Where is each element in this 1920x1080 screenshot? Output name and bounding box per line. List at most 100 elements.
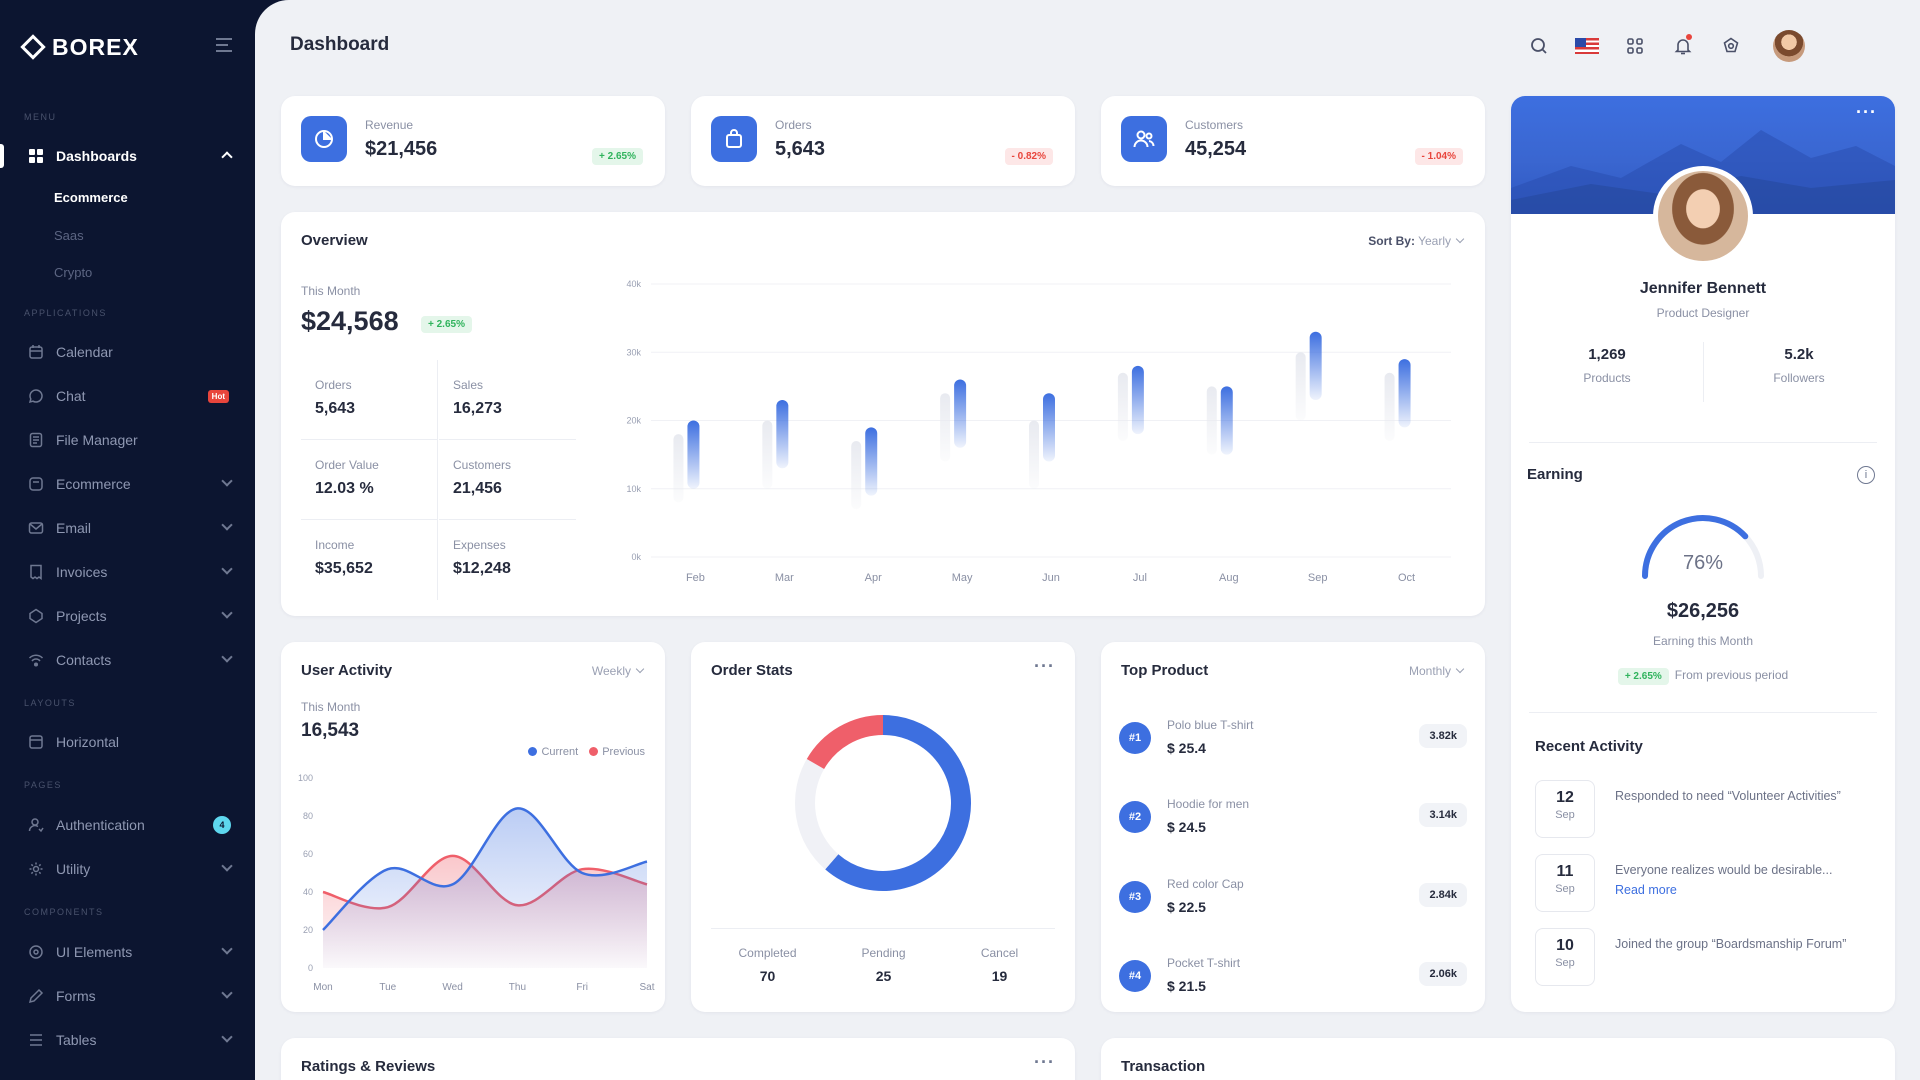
donut-slice-pending[interactable]	[795, 759, 839, 870]
legend-dot-current	[528, 747, 538, 756]
donut-slice-completed[interactable]	[825, 715, 971, 891]
sidebar-item-contacts[interactable]: Contacts	[0, 640, 255, 680]
sidebar-item-ui-elements[interactable]: UI Elements	[0, 932, 255, 972]
bar-secondary[interactable]	[1117, 372, 1128, 441]
notification-dot	[1686, 34, 1692, 40]
bar-primary[interactable]	[1398, 359, 1411, 428]
bar-secondary[interactable]	[673, 434, 684, 503]
search-icon[interactable]	[1525, 28, 1553, 64]
series-line-current[interactable]	[322, 807, 648, 931]
bar-primary[interactable]	[687, 420, 700, 489]
pie-chart-icon	[301, 116, 347, 162]
x-tick-label: Wed	[442, 982, 462, 993]
logo-diamond-icon	[20, 34, 46, 60]
overview-title: Overview	[301, 232, 368, 249]
chevron-down-icon	[221, 651, 233, 663]
more-options-icon[interactable]: ···	[1034, 1052, 1055, 1072]
sidebar-item-projects[interactable]: Projects	[0, 596, 255, 636]
more-options-icon[interactable]: ···	[1856, 102, 1877, 122]
stat-change-badge: + 2.65%	[592, 148, 643, 165]
transaction-card: Transaction	[1101, 1038, 1895, 1080]
x-tick-label: Jun	[1042, 572, 1060, 584]
sidebar-item-tables[interactable]: Tables	[0, 1020, 255, 1060]
y-tick-label: 80	[303, 811, 313, 821]
sidebar-item-file-manager[interactable]: File Manager	[0, 420, 255, 460]
product-price: $ 21.5	[1167, 978, 1206, 994]
sidebar-subitem-crypto[interactable]: Crypto	[54, 265, 93, 280]
more-options-icon[interactable]: ···	[1034, 656, 1055, 676]
bar-secondary[interactable]	[762, 420, 773, 489]
bar-primary[interactable]	[865, 427, 878, 496]
sidebar-item-label: UI Elements	[56, 944, 133, 960]
bar-primary[interactable]	[954, 379, 967, 448]
y-tick-label: 100	[298, 773, 313, 783]
stat-change-badge: - 1.04%	[1414, 148, 1463, 165]
x-tick-label: Feb	[686, 572, 705, 584]
metric-sales: Sales 16,273	[439, 360, 576, 440]
sidebar-subitem-saas[interactable]: Saas	[54, 228, 84, 243]
activity-text: Everyone realizes would be desirable... …	[1615, 863, 1833, 897]
sort-dropdown[interactable]: Sort By: Yearly	[1368, 234, 1463, 248]
metric-order-value: Order Value 12.03 %	[301, 440, 438, 520]
bar-secondary[interactable]	[1384, 372, 1395, 441]
settings-icon[interactable]	[1717, 28, 1745, 64]
bar-secondary[interactable]	[1029, 420, 1039, 489]
bar-secondary[interactable]	[940, 393, 951, 462]
sidebar-subitem-ecommerce[interactable]: Ecommerce	[54, 190, 128, 205]
sidebar-item-horizontal[interactable]: Horizontal	[0, 722, 255, 762]
sidebar-item-label: Forms	[56, 988, 96, 1004]
legend-current: Current	[541, 746, 579, 758]
stat-label: Revenue	[365, 118, 414, 132]
product-item[interactable]: #2 Hoodie for men $ 24.5 3.14k	[1119, 791, 1467, 847]
sidebar-item-email[interactable]: Email	[0, 508, 255, 548]
rank-badge: #4	[1119, 960, 1151, 992]
order-stats-card: Order Stats ··· Completed 70 Pending 25 Ca…	[691, 642, 1075, 1012]
sidebar-toggle-icon[interactable]	[216, 34, 238, 54]
chevron-up-icon	[221, 151, 233, 163]
bar-primary[interactable]	[776, 400, 789, 469]
info-icon[interactable]: i	[1857, 466, 1875, 484]
sidebar-item-calendar[interactable]: Calendar	[0, 332, 255, 372]
sidebar-item-invoices[interactable]: Invoices	[0, 552, 255, 592]
y-tick-label: 60	[303, 849, 313, 859]
sidebar-item-label: Chat	[56, 388, 86, 404]
apps-grid-icon[interactable]	[1621, 28, 1649, 64]
read-more-link[interactable]: Read more	[1615, 883, 1677, 897]
sidebar-item-utility[interactable]: Utility	[0, 849, 255, 889]
sidebar-item-chat[interactable]: Chat Hot	[0, 376, 255, 416]
bar-secondary[interactable]	[1206, 386, 1217, 455]
donut-slice-cancel[interactable]	[806, 715, 884, 770]
bar-secondary[interactable]	[1295, 352, 1306, 421]
flag-us-icon[interactable]	[1573, 28, 1601, 64]
bar-primary[interactable]	[1043, 393, 1055, 462]
sidebar-item-authentication[interactable]: Authentication 4	[0, 805, 255, 845]
stat-completed: Completed 70	[738, 946, 797, 984]
earning-percent: 76%	[1682, 552, 1724, 574]
x-tick-label: Apr	[865, 572, 882, 584]
product-price: $ 24.5	[1167, 819, 1206, 835]
product-item[interactable]: #3 Red color Cap $ 22.5 2.84k	[1119, 871, 1467, 927]
bar-primary[interactable]	[1131, 365, 1144, 435]
bell-icon[interactable]	[1669, 28, 1697, 64]
user-avatar[interactable]	[1771, 28, 1807, 64]
sidebar-item-ecommerce[interactable]: Ecommerce	[0, 464, 255, 504]
divider	[1529, 442, 1877, 443]
brand-logo[interactable]: BOREX	[20, 32, 139, 62]
sidebar-item-forms[interactable]: Forms	[0, 976, 255, 1016]
sidebar-item-dashboards[interactable]: Dashboards	[0, 136, 255, 176]
bar-primary[interactable]	[1309, 331, 1322, 401]
layout-icon	[28, 734, 44, 750]
x-tick-label: Sat	[639, 982, 654, 993]
overview-change-badge: + 2.65%	[421, 316, 472, 333]
product-sales: 3.82k	[1419, 724, 1467, 748]
sidebar-item-label: Dashboards	[56, 148, 137, 164]
product-item[interactable]: #4 Pocket T-shirt $ 21.5 2.06k	[1119, 950, 1467, 1006]
product-item[interactable]: #1 Polo blue T-shirt $ 25.4 3.82k	[1119, 712, 1467, 768]
activity-filter-dropdown[interactable]: Weekly	[592, 664, 643, 678]
x-tick-label: Thu	[509, 982, 526, 993]
bar-secondary[interactable]	[851, 440, 862, 510]
product-filter-dropdown[interactable]: Monthly	[1409, 664, 1463, 678]
earning-change-row: + 2.65% From previous period	[1511, 668, 1895, 685]
earning-title: Earning	[1527, 466, 1583, 483]
bar-primary[interactable]	[1220, 386, 1233, 455]
